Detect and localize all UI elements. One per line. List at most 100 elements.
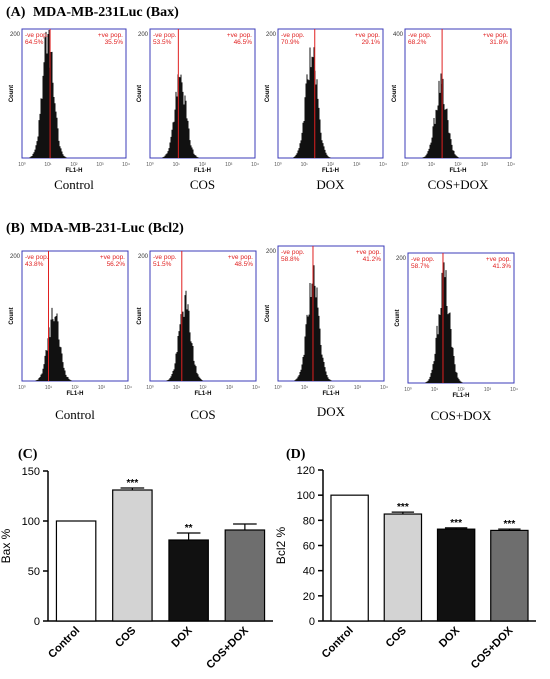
panel-b-letter: (B) <box>6 221 25 236</box>
x-tick-label: 10⁴ <box>122 162 130 168</box>
condition-label: COS <box>190 177 215 192</box>
y-max-label: 200 <box>266 249 277 255</box>
pos-pop-value: 41.3% <box>493 263 512 270</box>
x-axis-label: FL1-H <box>322 168 339 174</box>
x-tick-label: 10³ <box>98 385 106 391</box>
y-tick-label: 50 <box>28 566 40 578</box>
condition-label: Control <box>54 177 94 192</box>
x-tick-label: 10² <box>70 162 78 168</box>
neg-pop-value: 58.8% <box>281 256 300 263</box>
neg-pop-label: -ve pop. <box>281 32 305 39</box>
y-tick-label: 120 <box>297 465 315 477</box>
pos-pop-label: +ve pop. <box>483 32 508 39</box>
x-tick-label: 10³ <box>226 385 234 391</box>
bar-cos <box>383 513 423 622</box>
plot-frame <box>404 28 512 159</box>
neg-pop-value: 58.7% <box>411 263 430 270</box>
x-tick-label: 10⁰ <box>146 385 154 391</box>
histogram-cos: 200 Count 10⁰ 10¹ 10² 10³ 10⁴ FL1-H -ve pop.53.5… <box>137 28 259 192</box>
neg-pop-value: 70.9% <box>281 39 300 46</box>
histogram-control: 200 Count 10⁰ 10¹ 10² 10³ 10⁴ FL1-H -ve pop.64.5… <box>9 28 130 192</box>
pos-pop-value: 31.8% <box>490 39 509 46</box>
significance-label: *** <box>127 478 139 489</box>
y-axis-label: Count <box>392 85 398 102</box>
x-tick-label: 10¹ <box>431 387 439 393</box>
y-axis-label: Count <box>9 85 15 102</box>
y-max-label: 400 <box>393 32 404 38</box>
x-tick-label: 10³ <box>353 162 361 168</box>
bar-cos-dox <box>490 529 529 622</box>
bar-chart-bcl2: 0 20 40 60 80 100 120 Bcl2 % Control *** COS *** DOX… <box>274 465 536 671</box>
neg-pop-label: -ve pop. <box>153 32 177 39</box>
plot-frame <box>149 28 256 159</box>
histogram-dox: 200 Count 10⁰ 10¹ 10² 10³ 10⁴ FL1-H -ve pop.58.8… <box>265 245 388 419</box>
x-tick-label: 10¹ <box>45 385 53 391</box>
pos-pop-label: +ve pop. <box>98 32 123 39</box>
pos-pop-label: +ve pop. <box>100 254 125 261</box>
neg-pop-value: 68.2% <box>408 39 427 46</box>
bar-chart-bax: 0 50 100 150 Bax % Control *** COS ** DOX COS+DOX <box>0 466 273 671</box>
x-tick-label: 10¹ <box>301 385 309 391</box>
category-label: COS+DOX <box>469 624 516 671</box>
neg-pop-label: -ve pop. <box>153 254 177 261</box>
y-max-label: 200 <box>396 256 407 262</box>
neg-pop-value: 53.5% <box>153 39 172 46</box>
y-axis-label: Count <box>265 305 271 322</box>
panel-a-letter: (A) <box>6 5 26 20</box>
x-tick-label: 10¹ <box>44 162 52 168</box>
category-label: COS <box>113 625 138 650</box>
histogram-dox: 200 Count 10⁰ 10¹ 10² 10³ 10⁴ FL1-H -ve pop.70.9… <box>265 28 387 192</box>
bar-dox <box>436 528 476 622</box>
y-axis-label: Count <box>9 307 15 324</box>
pos-pop-value: 56.2% <box>107 261 126 268</box>
pos-pop-value: 29.1% <box>362 39 381 46</box>
x-tick-label: 10⁴ <box>124 385 132 391</box>
y-tick-label: 40 <box>303 566 315 578</box>
histogram-cos-dox: 400 Count 10⁰ 10¹ 10² 10³ 10⁴ FL1-H -ve pop.68.2… <box>392 28 515 192</box>
x-tick-label: 10² <box>327 162 335 168</box>
neg-pop-label: -ve pop. <box>411 256 435 263</box>
x-tick-label: 10⁴ <box>380 385 388 391</box>
x-axis-label: FL1-H <box>323 391 340 397</box>
x-tick-label: 10⁴ <box>251 162 259 168</box>
panel-a-title: (A) MDA-MB-231Luc (Bax) <box>6 5 179 20</box>
y-axis-title: Bcl2 % <box>274 527 288 565</box>
x-axis-label: FL1-H <box>450 168 467 174</box>
category-label: DOX <box>169 624 195 650</box>
bar-cos <box>112 489 153 622</box>
pos-pop-label: +ve pop. <box>356 249 381 256</box>
x-tick-label: 10¹ <box>428 162 436 168</box>
significance-label: *** <box>397 502 409 513</box>
x-tick-label: 10¹ <box>301 162 309 168</box>
condition-label: COS+DOX <box>428 177 489 192</box>
condition-label: COS+DOX <box>431 408 492 423</box>
x-tick-label: 10¹ <box>173 385 181 391</box>
condition-label: Control <box>55 407 95 422</box>
bar-dox <box>168 539 209 622</box>
y-axis-title: Bax % <box>0 528 13 563</box>
y-tick-label: 80 <box>303 515 315 527</box>
x-axis-label: FL1-H <box>195 391 212 397</box>
x-tick-label: 10² <box>457 387 465 393</box>
significance-label: ** <box>185 523 193 534</box>
x-tick-label: 10⁴ <box>379 162 387 168</box>
pos-pop-label: +ve pop. <box>228 254 253 261</box>
significance-label: *** <box>504 519 516 530</box>
x-tick-label: 10² <box>71 385 79 391</box>
y-max-label: 200 <box>138 254 149 260</box>
y-max-label: 200 <box>10 254 21 260</box>
pos-pop-label: +ve pop. <box>355 32 380 39</box>
condition-label: DOX <box>316 177 345 192</box>
x-tick-label: 10² <box>454 162 462 168</box>
x-tick-label: 10² <box>199 162 207 168</box>
x-tick-label: 10² <box>327 385 335 391</box>
neg-pop-label: -ve pop. <box>25 254 49 261</box>
x-tick-label: 10² <box>199 385 207 391</box>
y-tick-label: 60 <box>303 541 315 553</box>
x-tick-label: 10⁰ <box>146 162 154 168</box>
panel-c-letter: (C) <box>18 447 38 462</box>
plot-frame <box>21 250 129 382</box>
x-tick-label: 10⁰ <box>401 162 409 168</box>
x-tick-label: 10³ <box>354 385 362 391</box>
